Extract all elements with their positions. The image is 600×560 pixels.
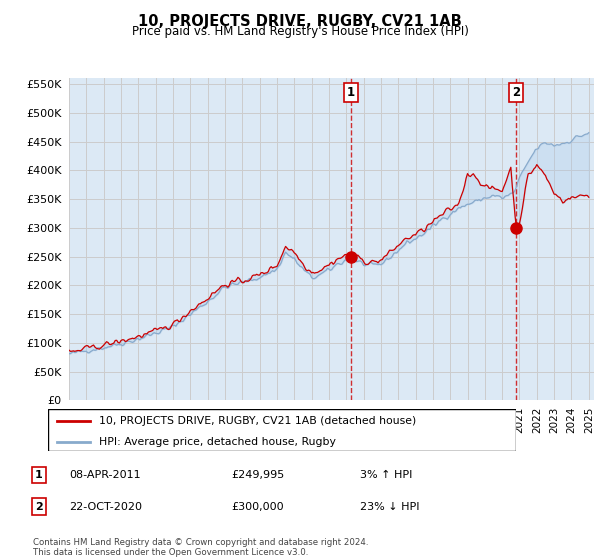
Text: Contains HM Land Registry data © Crown copyright and database right 2024.
This d: Contains HM Land Registry data © Crown c… — [33, 538, 368, 557]
Text: 10, PROJECTS DRIVE, RUGBY, CV21 1AB (detached house): 10, PROJECTS DRIVE, RUGBY, CV21 1AB (det… — [100, 416, 417, 426]
Text: 1: 1 — [347, 86, 355, 100]
Text: 23% ↓ HPI: 23% ↓ HPI — [360, 502, 419, 512]
Text: 10, PROJECTS DRIVE, RUGBY, CV21 1AB: 10, PROJECTS DRIVE, RUGBY, CV21 1AB — [138, 14, 462, 29]
Text: 1: 1 — [35, 470, 43, 480]
Text: 08-APR-2011: 08-APR-2011 — [69, 470, 140, 480]
Text: 22-OCT-2020: 22-OCT-2020 — [69, 502, 142, 512]
Text: HPI: Average price, detached house, Rugby: HPI: Average price, detached house, Rugb… — [100, 437, 337, 446]
Text: 2: 2 — [512, 86, 520, 100]
Text: 2: 2 — [35, 502, 43, 512]
Text: £249,995: £249,995 — [231, 470, 284, 480]
Text: £300,000: £300,000 — [231, 502, 284, 512]
Text: Price paid vs. HM Land Registry's House Price Index (HPI): Price paid vs. HM Land Registry's House … — [131, 25, 469, 38]
Text: 3% ↑ HPI: 3% ↑ HPI — [360, 470, 412, 480]
